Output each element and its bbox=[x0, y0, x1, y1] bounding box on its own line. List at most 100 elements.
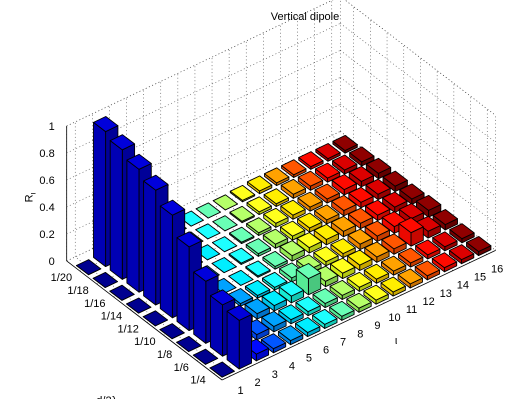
bar bbox=[380, 276, 406, 297]
bar-face-top bbox=[382, 191, 408, 208]
bar bbox=[314, 162, 341, 183]
bar-face-top bbox=[382, 170, 408, 187]
bar-face-top bbox=[193, 265, 219, 282]
bar bbox=[330, 238, 356, 259]
x-tick-label: 7 bbox=[340, 336, 346, 348]
bar-face-top bbox=[364, 241, 390, 258]
y-tick-label: 1/6 bbox=[174, 362, 189, 374]
bar-face-top bbox=[244, 298, 270, 315]
bar bbox=[142, 310, 169, 327]
bar-face-top bbox=[329, 279, 355, 296]
bar bbox=[432, 209, 458, 231]
bar bbox=[126, 297, 152, 314]
bar-face-top bbox=[380, 255, 407, 272]
z-axis-label: Rι bbox=[24, 192, 38, 202]
bar-face-side bbox=[93, 121, 107, 268]
bar-face-top bbox=[365, 178, 391, 195]
bar-face-top bbox=[295, 317, 321, 333]
bar bbox=[297, 170, 324, 191]
bar-face-top bbox=[195, 202, 221, 219]
bar-face-top bbox=[212, 194, 239, 211]
bar bbox=[280, 199, 306, 220]
chart-title: Vertical dipole bbox=[271, 11, 340, 23]
bar-face-top bbox=[364, 220, 390, 237]
bar bbox=[448, 244, 475, 265]
bar bbox=[264, 167, 290, 187]
bar-face-top bbox=[296, 254, 322, 271]
bar-face-top bbox=[262, 271, 288, 288]
bar-face-top bbox=[314, 183, 340, 200]
bar-face-top bbox=[297, 191, 323, 208]
bar bbox=[315, 143, 341, 162]
bar-face-top bbox=[297, 170, 324, 187]
bar bbox=[330, 215, 357, 238]
x-axis-label: ι bbox=[395, 335, 398, 347]
bar-face-top bbox=[211, 257, 237, 274]
y-tick-label: 1/20 bbox=[51, 272, 72, 284]
bar bbox=[431, 252, 458, 273]
box-edge bbox=[344, 0, 496, 116]
bar-face-top bbox=[263, 207, 289, 224]
bar-face-side bbox=[126, 159, 140, 293]
bar-face-top bbox=[75, 259, 102, 276]
bar-face-top bbox=[296, 232, 322, 249]
bar-face-top bbox=[261, 290, 287, 307]
z-tick-label: 0.8 bbox=[39, 148, 54, 160]
bar bbox=[280, 178, 307, 199]
bar-face-top bbox=[92, 271, 118, 288]
x-tick-label: 2 bbox=[255, 377, 261, 389]
bar-face-top bbox=[363, 284, 389, 301]
bar-face-top bbox=[109, 134, 136, 151]
bar-face-top bbox=[331, 194, 357, 211]
y-tick-label: 1/14 bbox=[101, 311, 122, 323]
bar-face-top bbox=[228, 247, 254, 264]
bar bbox=[176, 335, 202, 352]
bar-face-top bbox=[330, 257, 356, 274]
y-axis-label: d/2λ bbox=[96, 395, 117, 399]
bar-face-top bbox=[262, 228, 289, 245]
bar bbox=[295, 317, 321, 338]
bar-face-top bbox=[414, 260, 441, 277]
bar-face-top bbox=[209, 289, 236, 306]
bar bbox=[211, 236, 238, 253]
bar-face-top bbox=[244, 279, 271, 296]
bar bbox=[260, 333, 287, 354]
bar bbox=[312, 308, 338, 329]
bar bbox=[432, 231, 458, 252]
z-gridline bbox=[66, 131, 341, 262]
x-tick-label: 13 bbox=[440, 288, 452, 300]
bar-face-top bbox=[348, 186, 374, 203]
bar-face-top bbox=[365, 199, 391, 216]
bar bbox=[331, 174, 357, 196]
bar-face-top bbox=[93, 116, 119, 133]
axis-labels: 123456789101112131415161/41/61/81/101/12… bbox=[24, 121, 504, 404]
bar-face-top bbox=[277, 325, 304, 342]
bar bbox=[295, 296, 321, 317]
bar-face-top bbox=[195, 223, 221, 240]
bar-face-top bbox=[246, 175, 273, 192]
bar bbox=[363, 284, 389, 305]
bar-face-top bbox=[315, 143, 341, 160]
bar bbox=[329, 279, 355, 300]
bar-face-top bbox=[142, 310, 169, 327]
bar-face-top bbox=[398, 247, 424, 264]
bar-face-top bbox=[245, 260, 271, 277]
bar bbox=[329, 300, 355, 321]
bar-face-top bbox=[278, 280, 305, 297]
bar-face-top bbox=[279, 240, 305, 257]
bar bbox=[398, 247, 424, 268]
bar bbox=[281, 159, 307, 178]
x-tick-label: 5 bbox=[306, 353, 312, 365]
bar-face-front bbox=[238, 314, 252, 370]
bar-face-top bbox=[314, 204, 340, 221]
y-axis-line bbox=[66, 260, 223, 381]
z-gridline bbox=[66, 50, 341, 181]
bar bbox=[229, 226, 255, 245]
bar-face-top bbox=[399, 183, 425, 200]
bar bbox=[109, 284, 135, 301]
bar bbox=[262, 228, 289, 249]
bar bbox=[192, 348, 219, 365]
bar bbox=[364, 220, 390, 242]
bar bbox=[349, 146, 375, 167]
